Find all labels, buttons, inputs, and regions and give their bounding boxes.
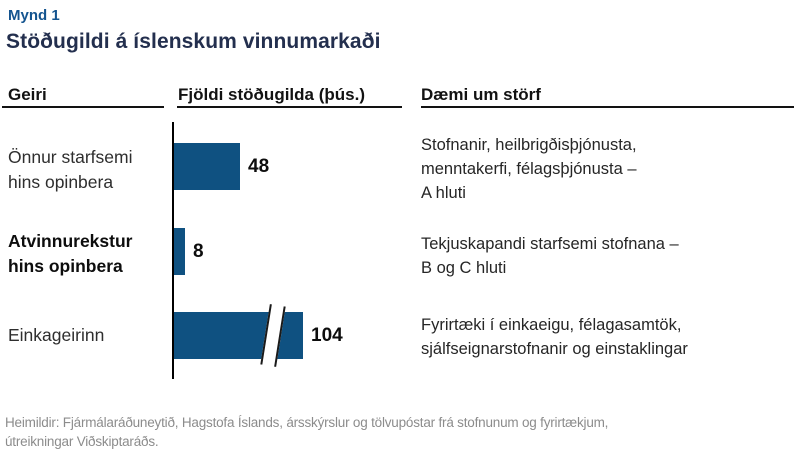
bar [174,143,240,190]
bar-value-label: 8 [193,240,204,262]
bar-row: 8 [174,228,204,275]
category-label: Önnur starfsemi hins opinbera [8,145,132,195]
column-header-examples: Dæmi um störf [421,85,541,104]
examples-line: menntakerfi, félagsþjónusta – [421,160,637,178]
header-underline-examples [421,106,794,108]
category-label-line: Önnur starfsemi [8,147,133,167]
source-note-line: útreikningar Viðskiptaráðs. [5,434,159,449]
examples-line: Tekjuskapandi starfsemi stofnana – [421,235,679,253]
figure-title: Stöðugildi á íslenskum vinnumarkaði [6,30,381,53]
category-label-line: hins opinbera [8,256,123,276]
category-label-line: hins opinbera [8,172,114,192]
examples-text: Fyrirtæki í einkaeigu, félagasamtök, sjá… [421,313,688,361]
category-label: Atvinnurekstur hins opinbera [8,229,132,279]
examples-line: A hluti [421,184,466,202]
bar [174,228,185,275]
examples-line: Fyrirtæki í einkaeigu, félagasamtök, [421,316,682,334]
bar [174,304,303,367]
examples-line: B og C hluti [421,259,507,277]
examples-line: Stofnanir, heilbrigðisþjónusta, [421,136,637,154]
figure-number-label: Mynd 1 [8,7,60,24]
examples-text: Tekjuskapandi starfsemi stofnana – B og … [421,232,679,280]
category-label: Einkageirinn [8,323,104,348]
header-underline-sector [2,106,164,108]
column-header-sector: Geiri [8,85,47,104]
header-underline-count [177,106,402,108]
bar-row: 104 [174,304,343,367]
bar-row: 48 [174,143,269,190]
bar-value-label: 48 [248,155,270,177]
column-header-count: Fjöldi stöðugilda (þús.) [178,85,365,104]
category-label-line: Atvinnurekstur [8,231,133,251]
category-label-line: Einkageirinn [8,325,105,345]
source-note: Heimildir: Fjármálaráðuneytið, Hagstofa … [5,413,608,451]
bar-value-label: 104 [311,324,343,346]
axis-break-icon [260,304,286,367]
examples-text: Stofnanir, heilbrigðisþjónusta, menntake… [421,133,637,205]
source-note-line: Heimildir: Fjármálaráðuneytið, Hagstofa … [5,415,609,430]
examples-line: sjálfseignarstofnanir og einstaklingar [421,340,688,358]
chart-baseline-axis [172,122,174,379]
